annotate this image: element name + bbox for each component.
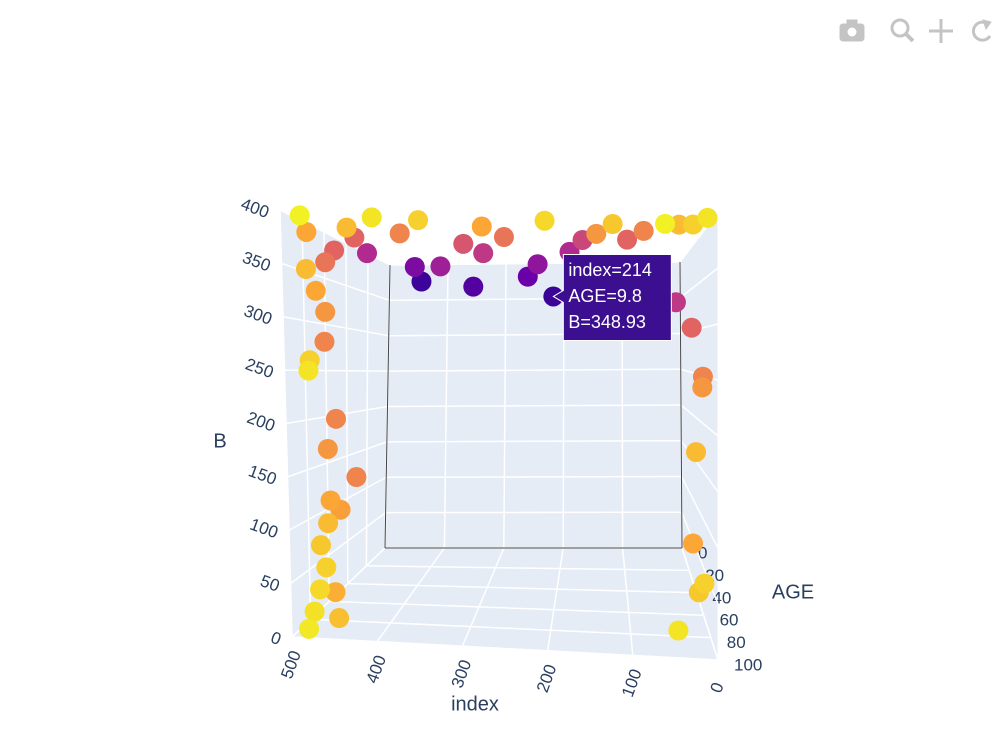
point (603, 214, 623, 234)
modebar (840, 19, 991, 43)
point (306, 281, 326, 301)
zoom-button[interactable] (892, 20, 913, 41)
tooltip-line: AGE=9.8 (568, 286, 642, 306)
point (655, 214, 675, 234)
z-tick-label: 100 (247, 515, 280, 543)
scene: 0100200300400500020406080100050100150200… (238, 194, 762, 699)
tooltip: index=214 AGE=9.8 B=348.93 (553, 254, 671, 340)
zoom-handle (906, 34, 913, 41)
point (318, 513, 338, 533)
x-tick-label: 400 (362, 653, 390, 686)
z-tick-label: 0 (268, 628, 283, 649)
point (305, 602, 325, 622)
point (362, 207, 382, 227)
point (314, 332, 334, 352)
z-tick-label: 50 (258, 571, 282, 595)
camera-lens (847, 27, 857, 37)
point (430, 256, 450, 276)
y-axis-title: AGE (772, 581, 814, 603)
point (472, 217, 492, 237)
pan-button[interactable] (929, 19, 953, 43)
reset-arrow (983, 20, 991, 29)
point (337, 218, 357, 238)
x-axis-title: index (451, 693, 499, 715)
z-tick-label: 350 (240, 248, 273, 276)
point (683, 533, 703, 553)
point (463, 277, 483, 297)
x-tick-label: 200 (533, 662, 561, 695)
point (315, 252, 335, 272)
z-tick-label: 150 (246, 461, 279, 489)
x-tick-label: 100 (618, 666, 646, 699)
point (310, 579, 330, 599)
point (315, 302, 335, 322)
reset-button[interactable] (973, 20, 991, 40)
point (694, 574, 714, 594)
point (298, 361, 318, 381)
y-tick-label: 100 (734, 655, 762, 674)
point (299, 619, 319, 639)
point (682, 318, 702, 338)
point (668, 621, 688, 641)
tooltip-line: index=214 (568, 260, 652, 280)
point (346, 467, 366, 487)
x-tick-label: 0 (706, 680, 727, 695)
point (535, 211, 555, 231)
point (390, 223, 410, 243)
point (329, 608, 349, 628)
point (326, 409, 346, 429)
point (316, 557, 336, 577)
z-tick-label: 250 (243, 355, 276, 383)
point (357, 243, 377, 263)
x-tick-label: 500 (277, 648, 305, 681)
point (296, 259, 316, 279)
point (494, 227, 514, 247)
z-tick-label: 300 (241, 301, 274, 329)
point (290, 205, 310, 225)
camera-button[interactable] (840, 20, 864, 41)
point (473, 243, 493, 263)
grid-line (386, 477, 681, 478)
point (318, 439, 338, 459)
camera-top (847, 20, 857, 25)
point (692, 377, 712, 397)
point (686, 442, 706, 462)
z-axis-title: B (213, 430, 226, 452)
tooltip-line: B=348.93 (568, 312, 646, 332)
z-tick-label: 400 (238, 194, 271, 222)
point (405, 257, 425, 277)
point (408, 210, 428, 230)
y-tick-label: 60 (720, 611, 739, 630)
point (311, 535, 331, 555)
point (697, 208, 717, 228)
point (321, 490, 341, 510)
zoom-glass (892, 20, 908, 36)
x-tick-label: 300 (448, 657, 476, 690)
z-tick-label: 200 (244, 408, 277, 436)
point (634, 221, 654, 241)
point (528, 254, 548, 274)
y-tick-label: 80 (727, 633, 746, 652)
point (453, 234, 473, 254)
